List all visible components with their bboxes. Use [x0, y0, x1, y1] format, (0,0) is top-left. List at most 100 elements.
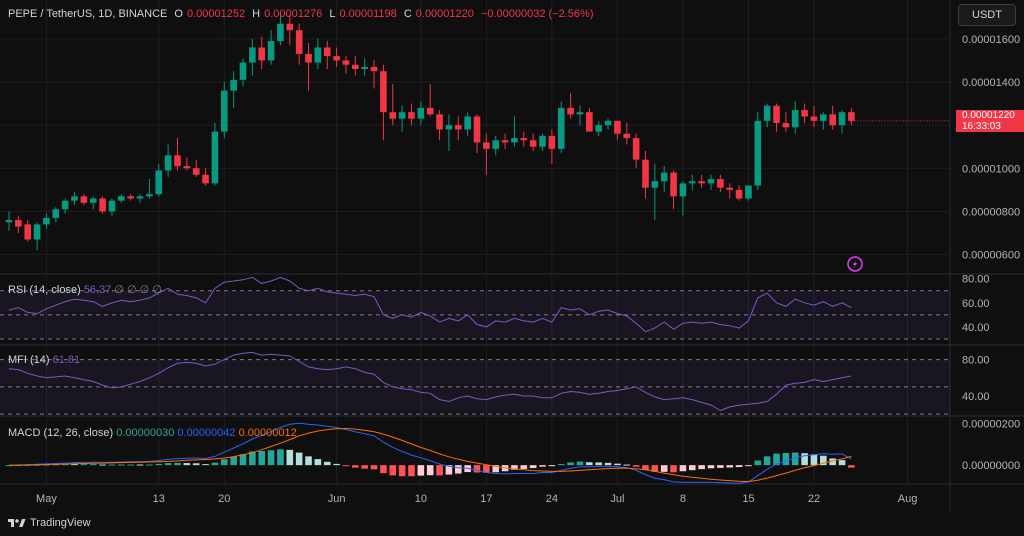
candle-body: [717, 179, 724, 188]
macd-histogram-bar: [782, 453, 790, 466]
macd-histogram-bar: [408, 465, 415, 477]
macd-legend[interactable]: MACD (12, 26, close) 0.00000030 0.000000…: [8, 427, 297, 439]
candle-body: [155, 170, 163, 195]
macd-histogram-bar: [801, 453, 808, 466]
candle-body: [698, 181, 705, 184]
macd-histogram-bar: [632, 465, 640, 467]
candle-body: [352, 64, 359, 70]
candle-body: [810, 116, 818, 121]
macd-histogram-bar: [155, 463, 163, 466]
macd-histogram-bar: [707, 465, 715, 469]
macd-histogram-bar: [754, 460, 762, 466]
macd-histogram-bar: [323, 461, 331, 466]
candle-body: [220, 90, 228, 132]
candle-body: [454, 125, 462, 130]
macd-histogram-bar: [717, 465, 724, 468]
macd-histogram-bar: [483, 465, 490, 473]
candle-body: [529, 140, 537, 147]
candle-body: [43, 217, 50, 225]
macd-histogram-bar: [595, 462, 602, 466]
candle-body: [89, 198, 97, 203]
candle-body: [286, 23, 294, 31]
bolt-icon-glyph: [853, 260, 857, 268]
candle-body: [763, 105, 771, 121]
candle-body: [305, 53, 312, 63]
candle-body: [398, 112, 406, 119]
candle-body: [295, 30, 303, 54]
macd-histogram-bar: [43, 464, 50, 466]
candle-body: [211, 131, 219, 184]
candle-body: [333, 56, 340, 61]
macd-histogram-bar: [436, 465, 443, 476]
macd-histogram-bar: [642, 465, 649, 470]
x-tick-label: 22: [808, 493, 820, 505]
candle-body: [118, 196, 125, 201]
macd-histogram-bar: [529, 465, 537, 469]
currency-button[interactable]: USDT: [958, 4, 1016, 26]
candle-body: [127, 196, 134, 199]
rsi-current: 56.37: [83, 284, 112, 296]
candle-body: [417, 107, 425, 119]
x-tick-label: 10: [415, 493, 427, 505]
candle-body: [679, 183, 687, 197]
macd-histogram-bar: [61, 464, 69, 466]
candle-body: [108, 200, 116, 212]
macd-histogram-bar: [820, 455, 827, 466]
macd-histogram-bar: [445, 465, 453, 475]
candle-body: [15, 220, 22, 227]
x-tick-label: 13: [153, 493, 165, 505]
change-value: −0.00000032 (−2.56%): [480, 8, 594, 20]
last-price-value: 0.00001220: [962, 109, 1015, 121]
candle-body: [707, 179, 715, 184]
x-tick-label: Jun: [328, 493, 346, 505]
x-tick-label: 17: [480, 493, 492, 505]
low-label: L: [329, 8, 336, 20]
candle-body: [183, 166, 191, 169]
macd-histogram-bar: [426, 465, 434, 476]
candle-body: [174, 155, 181, 167]
candle-body: [548, 135, 556, 149]
candle-body: [726, 187, 734, 190]
macd-histogram-bar: [773, 453, 780, 466]
candle-body: [595, 125, 602, 132]
candle-body: [314, 47, 322, 63]
macd-histogram-bar: [174, 462, 181, 466]
candle-body: [829, 114, 836, 126]
candle-body: [52, 209, 60, 218]
macd-histogram-bar: [586, 462, 593, 466]
candle-body: [389, 112, 397, 119]
rsi-line: [8, 276, 852, 333]
macd-histogram-bar: [623, 464, 631, 466]
tradingview-logo[interactable]: TradingView: [8, 517, 91, 529]
symbol-title[interactable]: PEPE / TetherUS, 1D, BINANCE: [8, 8, 168, 20]
candle-body: [426, 107, 434, 115]
macd-histogram-bar: [660, 465, 668, 472]
macd-histogram-bar: [688, 465, 696, 471]
x-tick-label: Aug: [898, 493, 918, 505]
macd-histogram-bar: [791, 452, 799, 466]
candle-body: [501, 140, 509, 143]
macd-histogram-bar: [604, 462, 612, 466]
mfi-legend[interactable]: MFI (14) 61.81: [8, 354, 80, 366]
macd-histogram-bar: [539, 465, 546, 467]
macd-hist-value: 0.00000030: [116, 427, 175, 439]
macd-histogram-bar: [511, 465, 518, 470]
mfi-line: [8, 351, 852, 412]
macd-histogram-bar: [614, 463, 621, 466]
candle-body: [361, 66, 368, 70]
macd-histogram-bar: [295, 452, 303, 466]
candle-body: [202, 174, 209, 184]
tradingview-icon: [8, 519, 26, 527]
macd-histogram-bar: [848, 465, 855, 468]
macd-histogram-bar: [389, 465, 397, 476]
candle-body: [539, 135, 546, 147]
alert-bolt-icon[interactable]: [847, 256, 863, 272]
rsi-legend[interactable]: RSI (14, close) 56.37 ∅ ∅ ∅ ∅: [8, 283, 162, 296]
candle-body: [604, 120, 612, 126]
candle-body: [670, 172, 677, 197]
candle-body: [408, 112, 415, 119]
x-tick-label: 24: [546, 493, 558, 505]
rsi-tick-label: 60.00: [962, 298, 990, 310]
macd-histogram-bar: [286, 449, 294, 466]
